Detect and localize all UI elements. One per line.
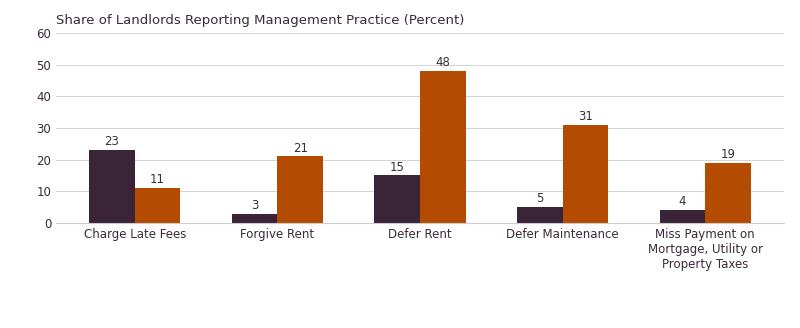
- Bar: [278, 156, 323, 223]
- Bar: [420, 71, 466, 223]
- Text: 21: 21: [293, 142, 308, 154]
- Text: 4: 4: [678, 195, 686, 209]
- Bar: [134, 188, 180, 223]
- Text: Share of Landlords Reporting Management Practice (Percent): Share of Landlords Reporting Management …: [56, 14, 464, 28]
- Bar: [517, 207, 562, 223]
- Bar: [660, 210, 706, 223]
- Text: 15: 15: [390, 161, 405, 174]
- Bar: [706, 163, 751, 223]
- Text: 19: 19: [721, 148, 735, 161]
- Text: 5: 5: [536, 192, 543, 205]
- Bar: [562, 125, 608, 223]
- Text: 3: 3: [251, 199, 258, 212]
- Bar: [232, 214, 278, 223]
- Bar: [374, 175, 420, 223]
- Text: 23: 23: [105, 135, 119, 148]
- Text: 48: 48: [435, 56, 450, 69]
- Text: 31: 31: [578, 110, 593, 123]
- Bar: [89, 150, 134, 223]
- Text: 11: 11: [150, 173, 165, 186]
